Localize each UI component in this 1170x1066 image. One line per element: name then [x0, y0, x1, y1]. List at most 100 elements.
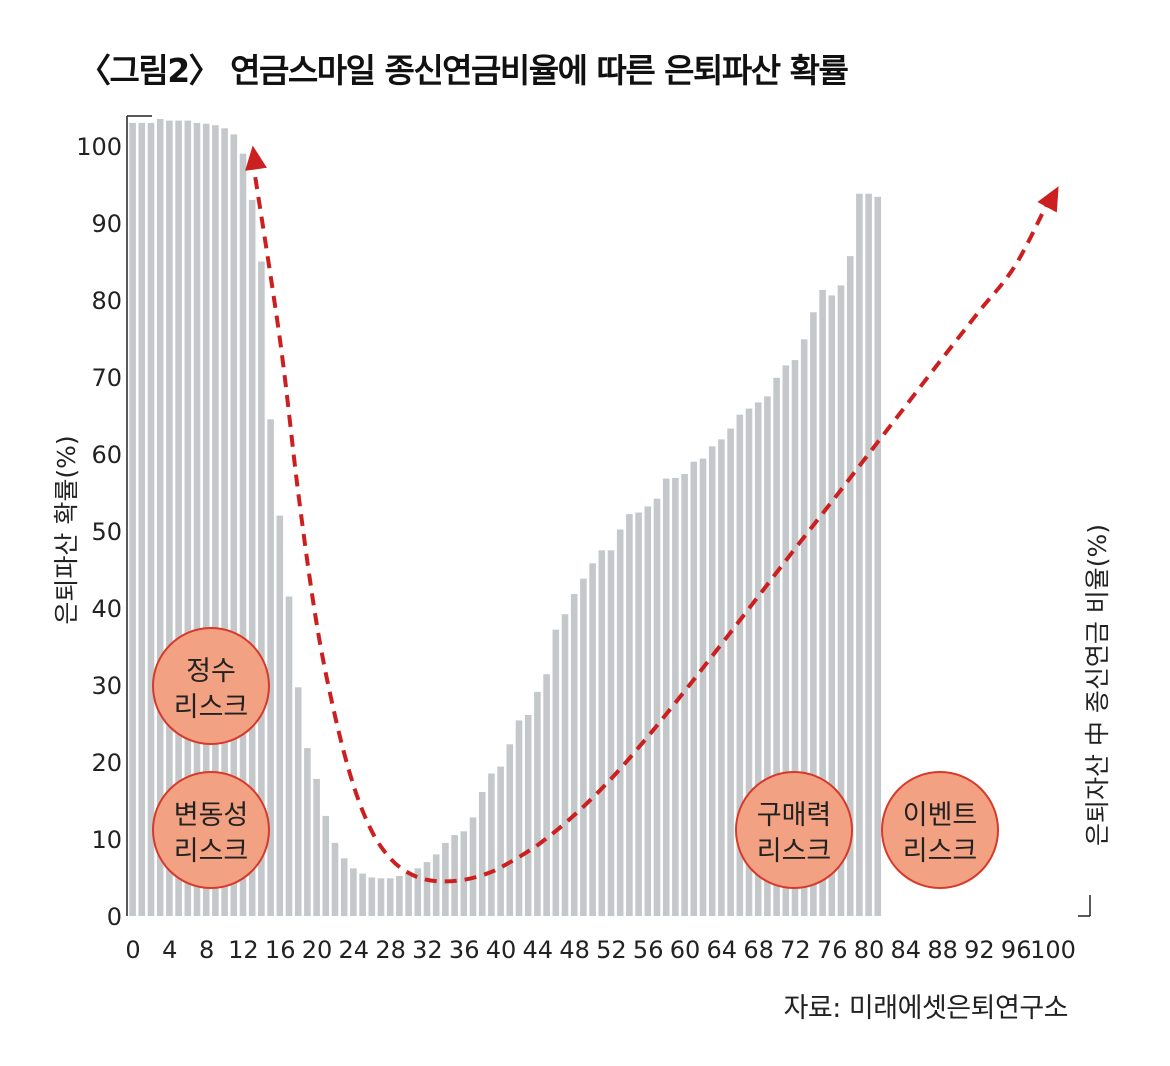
bar-45 — [543, 674, 550, 916]
bar-5 — [175, 120, 182, 917]
source-note: 자료: 미래에셋은퇴연구소 — [783, 993, 1069, 1024]
bar-79 — [856, 193, 863, 916]
x-tick-0: 0 — [125, 936, 140, 964]
bar-54 — [626, 514, 633, 916]
y-tick-50: 50 — [91, 518, 122, 546]
x-tick-12: 12 — [228, 936, 259, 964]
x-tick-24: 24 — [339, 936, 370, 964]
x-tick-84: 84 — [891, 936, 922, 964]
bar-24 — [350, 868, 357, 916]
bubble-volatility-risk-circle — [152, 771, 270, 889]
bar-4 — [166, 120, 173, 917]
bubble-event-risk-line-1: 리스크 — [903, 836, 978, 867]
bar-26 — [368, 877, 376, 916]
bar-7 — [193, 122, 201, 916]
y-tick-80: 80 — [91, 287, 122, 315]
bar-32 — [423, 862, 431, 916]
bar-76 — [828, 295, 836, 916]
bar-8 — [202, 123, 210, 916]
bubble-jeongsu-risk-line-1: 리스크 — [174, 692, 249, 723]
bar-20 — [313, 778, 320, 916]
trend-arrow-line — [250, 157, 1055, 884]
arrowhead-left — [245, 145, 267, 171]
bar-62 — [699, 458, 707, 916]
x-tick-92: 92 — [964, 936, 995, 964]
bar-6 — [184, 120, 192, 917]
bar-18 — [294, 687, 302, 916]
bar-56 — [644, 506, 652, 916]
bar-15 — [267, 419, 274, 916]
x-tick-100: 100 — [1030, 936, 1076, 964]
bar-66 — [736, 414, 744, 916]
bar-50 — [589, 563, 596, 916]
bar-22 — [331, 842, 339, 916]
x-tick-96: 96 — [1001, 936, 1032, 964]
x-tick-48: 48 — [559, 936, 590, 964]
bar-53 — [616, 529, 624, 916]
bar-55 — [635, 512, 642, 916]
x-tick-60: 60 — [670, 936, 701, 964]
bar-27 — [377, 878, 385, 916]
bar-61 — [690, 461, 698, 916]
bar-67 — [745, 408, 753, 916]
bar-2 — [147, 122, 155, 916]
y-tick-0: 0 — [107, 903, 122, 931]
bar-68 — [754, 402, 762, 916]
bar-11 — [230, 134, 238, 916]
bar-58 — [662, 478, 670, 916]
y-tick-90: 90 — [91, 210, 122, 238]
y-tick-70: 70 — [91, 364, 122, 392]
trend-arrow — [245, 145, 1059, 884]
bar-44 — [534, 691, 541, 916]
y-tick-40: 40 — [91, 595, 122, 623]
y-tick-labels: 0 10 20 30 40 50 60 70 80 90 100 — [76, 133, 122, 931]
x-tick-88: 88 — [927, 936, 958, 964]
bar-29 — [396, 876, 403, 916]
bar-36 — [460, 831, 468, 916]
x-tick-76: 76 — [817, 936, 848, 964]
bar-81 — [874, 196, 882, 917]
bubble-purchasing-power-risk-circle — [735, 771, 853, 889]
x-tick-8: 8 — [199, 936, 214, 964]
bubble-purchasing-power-risk-line-1: 리스크 — [757, 836, 832, 867]
bar-39 — [488, 773, 495, 916]
x-tick-64: 64 — [707, 936, 738, 964]
bar-57 — [653, 498, 661, 916]
bubble-volatility-risk-line-1: 리스크 — [174, 836, 249, 867]
bar-49 — [580, 578, 587, 916]
x-tick-32: 32 — [412, 936, 443, 964]
x-tick-72: 72 — [780, 936, 811, 964]
bar-52 — [607, 550, 615, 917]
bar-59 — [672, 477, 679, 916]
x-tick-80: 80 — [854, 936, 885, 964]
y-tick-30: 30 — [91, 672, 122, 700]
y-axis-title: 은퇴파산 확률(%) — [52, 435, 81, 624]
bar-78 — [846, 256, 854, 917]
arrowhead-right — [1037, 186, 1059, 213]
bar-42 — [515, 720, 523, 916]
axes — [126, 115, 1091, 917]
bar-43 — [524, 715, 532, 916]
bubble-purchasing-power-risk-line-0: 구매력 — [757, 800, 832, 831]
bar-70 — [773, 377, 780, 916]
bar-31 — [414, 868, 422, 916]
bar-47 — [561, 614, 569, 916]
x-tick-44: 44 — [523, 936, 554, 964]
bar-0 — [129, 122, 136, 916]
bar-14 — [258, 261, 265, 916]
bar-51 — [598, 550, 606, 917]
y-tick-60: 60 — [91, 441, 122, 469]
bar-71 — [782, 365, 790, 916]
bar-80 — [865, 193, 872, 916]
bar-9 — [212, 125, 219, 916]
x-tick-labels: 0 4 8 12 16 20 24 28 32 36 40 44 48 52 56 60 64 68 72 76 80 8… — [125, 936, 1076, 964]
bar-12 — [239, 153, 247, 916]
x-tick-28: 28 — [375, 936, 406, 964]
bar-1 — [138, 122, 146, 916]
bar-21 — [322, 815, 330, 916]
